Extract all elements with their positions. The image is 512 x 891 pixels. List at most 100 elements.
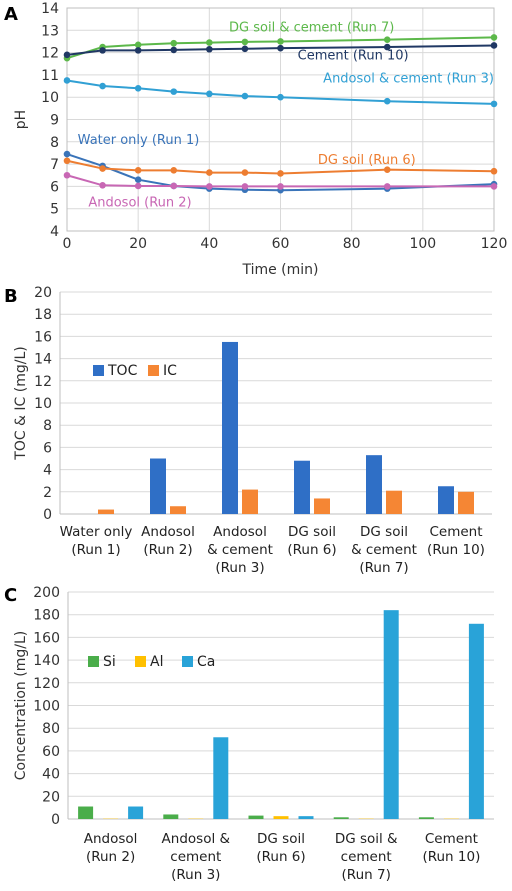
y-tick-label: 2 [43,485,52,501]
x-tick-label: 80 [343,236,361,252]
data-point [206,90,213,98]
legend-label: Al [150,654,163,670]
data-point [134,182,142,190]
data-point [99,165,106,172]
data-point [63,150,71,158]
panel-c-legend: Si Al Ca [88,654,215,670]
y-tick-label: 140 [33,653,60,669]
plot-frame [66,7,495,232]
x-axis-title: Time (min) [241,262,318,278]
bar [273,816,289,819]
data-point [134,41,142,49]
bar [438,486,454,514]
data-point [277,170,284,177]
panel-c-bars [78,610,484,819]
category-label: DG soil [360,524,408,540]
bar [78,806,94,819]
data-point [241,45,249,53]
category-label: (Run 1) [71,542,120,558]
category-label: DG soil [288,524,336,540]
data-point [170,88,178,95]
category-label: (Run 3) [215,560,264,576]
y-tick-label: 160 [33,630,60,646]
panel-a-line-chart: A 4 5 6 7 8 9 10 11 12 13 14 0 20 40 60 80 100 120 Time (m… [4,1,507,278]
y-tick-label: 11 [41,68,59,84]
data-point [63,171,71,179]
bar [128,806,144,819]
bar [458,491,474,514]
panel-c-grid [67,591,494,820]
category-label: (Run 2) [143,542,192,558]
category-label: cement [341,849,392,865]
bar [294,460,310,514]
panel-c-bar-chart: C 0 20 40 60 80 100 120 140 160 180 200 Concentrati… [4,585,494,883]
legend-label: Ca [197,654,215,670]
y-tick-label: 0 [51,812,60,828]
y-tick-label: 0 [43,507,52,523]
legend-label: Si [103,654,116,670]
category-label: (Run 10) [422,849,480,865]
y-tick-label: 9 [50,113,59,129]
y-tick-label: 200 [33,585,60,601]
panel-a-grid [66,7,495,232]
bar [150,458,166,514]
data-point [490,183,498,190]
data-point [241,38,249,46]
legend-swatch [182,656,193,667]
panel-a-axes: 4 5 6 7 8 9 10 11 12 13 14 0 20 40 60 80 100 120 Time (min… [13,1,507,278]
y-tick-label: 14 [41,1,59,17]
data-point [206,45,213,53]
data-point [134,176,142,184]
y-tick-label: 80 [42,721,60,737]
x-tick-label: 100 [409,236,436,252]
data-point [206,169,213,176]
y-tick-label: 13 [41,23,59,39]
bar [242,489,258,514]
panel-letter-c: C [4,585,17,606]
data-point [63,157,71,165]
category-label: & cement [351,542,417,558]
data-point [63,77,71,84]
category-label: Andosol [141,524,195,540]
data-point [383,166,391,173]
bar [298,816,314,819]
data-point [206,183,213,190]
category-label: (Run 3) [171,867,220,883]
y-tick-label: 12 [34,374,52,390]
y-tick-label: 12 [41,46,59,62]
y-axis-title: TOC & IC (mg/L) [13,346,29,460]
panel-a-series [63,34,498,194]
category-label: Cement [425,831,478,847]
data-point [63,51,71,59]
category-label: Andosol [213,524,267,540]
category-label: (Run 7) [359,560,408,576]
y-tick-label: 120 [33,676,60,692]
data-point [170,39,178,47]
data-point [241,183,249,190]
y-tick-label: 4 [50,224,59,240]
bar [314,498,330,514]
y-tick-label: 16 [34,329,52,345]
y-tick-label: 6 [50,179,59,195]
y-tick-label: 20 [42,789,60,805]
category-label: (Run 6) [287,542,336,558]
bar [213,737,229,819]
data-point [277,93,284,101]
category-label: DG soil & [335,831,398,847]
bar [383,610,399,819]
category-label: & cement [207,542,273,558]
data-point [170,182,178,190]
y-axis-title: pH [13,110,29,129]
data-point [241,169,249,176]
legend-swatch [148,365,159,376]
bar [366,455,382,514]
y-tick-label: 10 [41,90,59,106]
y-tick-label: 180 [33,608,60,624]
legend-label: IC [163,363,177,379]
legend-label: TOC [107,363,138,379]
panel-letter-b: B [4,286,18,307]
bar [386,490,402,514]
bar [418,817,434,819]
category-label: Andosol & [162,831,231,847]
